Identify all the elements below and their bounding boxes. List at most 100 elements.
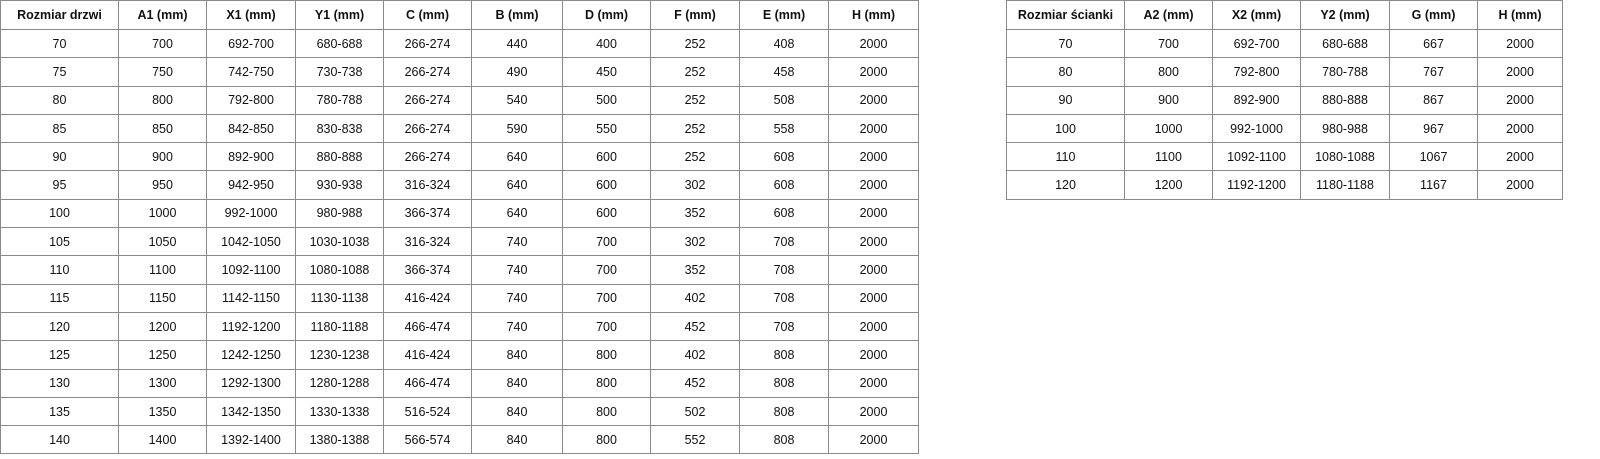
table-cell: 2000 bbox=[1477, 170, 1563, 200]
table-cell: 867 bbox=[1389, 85, 1478, 115]
table-cell: 708 bbox=[739, 283, 829, 313]
table-cell: 95 bbox=[0, 170, 119, 200]
table-cell: 366-374 bbox=[383, 198, 472, 229]
table-cell: 450 bbox=[562, 57, 651, 87]
table-cell: 458 bbox=[739, 57, 829, 87]
table-cell: 1250 bbox=[118, 340, 207, 370]
table-cell: 516-524 bbox=[383, 396, 472, 427]
table-cell: 1000 bbox=[118, 198, 207, 229]
table-cell: 1230-1238 bbox=[295, 340, 384, 370]
table-cell: 840 bbox=[471, 340, 563, 370]
table-body: 70 700 692-700 680-688 266-274 440 400 252 408 20… bbox=[0, 28, 919, 455]
table-cell: 75 bbox=[0, 57, 119, 87]
table-cell: 252 bbox=[650, 57, 740, 87]
table-row: 100 1000 992-1000 980-988 366-374 640 600 352 60… bbox=[0, 198, 919, 229]
table-row: 105 1050 1042-1050 1030-1038 316-324 740 700 30… bbox=[0, 227, 919, 257]
table-cell: 930-938 bbox=[295, 170, 384, 200]
table-cell: 2000 bbox=[828, 198, 919, 229]
table-row: 70 700 692-700 680-688 667 2000 bbox=[1006, 28, 1563, 59]
table-cell: 800 bbox=[118, 85, 207, 115]
table-cell: 980-988 bbox=[1300, 113, 1390, 144]
table-cell: 402 bbox=[650, 340, 740, 370]
table-cell: 680-688 bbox=[295, 28, 384, 59]
table-cell: 125 bbox=[0, 340, 119, 370]
table-cell: 416-424 bbox=[383, 283, 472, 313]
table-cell: 808 bbox=[739, 425, 829, 455]
table-cell: 2000 bbox=[1477, 142, 1563, 172]
column-header: A1 (mm) bbox=[118, 0, 207, 30]
column-header: Rozmiar drzwi bbox=[0, 0, 119, 30]
table-cell: 708 bbox=[739, 227, 829, 257]
table-row: 120 1200 1192-1200 1180-1188 466-474 740 700 45… bbox=[0, 311, 919, 342]
table-cell: 800 bbox=[562, 340, 651, 370]
table-cell: 800 bbox=[562, 396, 651, 427]
table-cell: 750 bbox=[118, 57, 207, 87]
table-cell: 1350 bbox=[118, 396, 207, 427]
table-cell: 980-988 bbox=[295, 198, 384, 229]
table-cell: 352 bbox=[650, 198, 740, 229]
table-cell: 800 bbox=[562, 425, 651, 455]
table-cell: 640 bbox=[471, 198, 563, 229]
table-cell: 2000 bbox=[828, 57, 919, 87]
table-cell: 608 bbox=[739, 198, 829, 229]
table-cell: 440 bbox=[471, 28, 563, 59]
table-cell: 600 bbox=[562, 170, 651, 200]
table-cell: 880-888 bbox=[295, 142, 384, 172]
table-cell: 740 bbox=[471, 227, 563, 257]
wall-sizes-table: Rozmiar ścianki A2 (mm) X2 (mm) Y2 (mm) G (m… bbox=[1006, 0, 1563, 200]
table-cell: 266-274 bbox=[383, 113, 472, 144]
table-row: 80 800 792-800 780-788 266-274 540 500 252 508 20… bbox=[0, 85, 919, 115]
table-cell: 740 bbox=[471, 311, 563, 342]
table-cell: 2000 bbox=[828, 255, 919, 285]
table-row: 75 750 742-750 730-738 266-274 490 450 252 458 20… bbox=[0, 57, 919, 87]
table-cell: 558 bbox=[739, 113, 829, 144]
table-cell: 140 bbox=[0, 425, 119, 455]
table-cell: 80 bbox=[1006, 57, 1125, 87]
table-cell: 130 bbox=[0, 368, 119, 398]
table-cell: 105 bbox=[0, 227, 119, 257]
table-cell: 2000 bbox=[828, 283, 919, 313]
table-cell: 452 bbox=[650, 311, 740, 342]
table-cell: 1142-1150 bbox=[206, 283, 296, 313]
table-row: 85 850 842-850 830-838 266-274 590 550 252 558 20… bbox=[0, 113, 919, 144]
table-cell: 1192-1200 bbox=[206, 311, 296, 342]
table-cell: 767 bbox=[1389, 57, 1478, 87]
column-header: H (mm) bbox=[828, 0, 919, 30]
table-cell: 1042-1050 bbox=[206, 227, 296, 257]
table-cell: 500 bbox=[562, 85, 651, 115]
table-cell: 252 bbox=[650, 28, 740, 59]
table-cell: 700 bbox=[562, 255, 651, 285]
table-cell: 892-900 bbox=[206, 142, 296, 172]
table-cell: 780-788 bbox=[295, 85, 384, 115]
table-cell: 1400 bbox=[118, 425, 207, 455]
table-cell: 830-838 bbox=[295, 113, 384, 144]
table-cell: 700 bbox=[562, 283, 651, 313]
table-cell: 352 bbox=[650, 255, 740, 285]
table-cell: 100 bbox=[0, 198, 119, 229]
table-cell: 1392-1400 bbox=[206, 425, 296, 455]
table-cell: 740 bbox=[471, 255, 563, 285]
column-header: C (mm) bbox=[383, 0, 472, 30]
table-cell: 792-800 bbox=[1212, 57, 1301, 87]
table-cell: 408 bbox=[739, 28, 829, 59]
table-cell: 540 bbox=[471, 85, 563, 115]
table-cell: 80 bbox=[0, 85, 119, 115]
table-cell: 590 bbox=[471, 113, 563, 144]
table-cell: 1092-1100 bbox=[1212, 142, 1301, 172]
table-cell: 452 bbox=[650, 368, 740, 398]
table-cell: 2000 bbox=[828, 311, 919, 342]
table-cell: 120 bbox=[1006, 170, 1125, 200]
column-header: D (mm) bbox=[562, 0, 651, 30]
table-row: 80 800 792-800 780-788 767 2000 bbox=[1006, 57, 1563, 87]
table-row: 95 950 942-950 930-938 316-324 640 600 302 608 20… bbox=[0, 170, 919, 200]
table-cell: 808 bbox=[739, 368, 829, 398]
column-header: H (mm) bbox=[1477, 0, 1563, 30]
table-row: 130 1300 1292-1300 1280-1288 466-474 840 800 45… bbox=[0, 368, 919, 398]
table-cell: 640 bbox=[471, 142, 563, 172]
table-cell: 942-950 bbox=[206, 170, 296, 200]
table-cell: 110 bbox=[0, 255, 119, 285]
table-cell: 1100 bbox=[1124, 142, 1213, 172]
table-cell: 1180-1188 bbox=[295, 311, 384, 342]
table-cell: 2000 bbox=[1477, 113, 1563, 144]
table-cell: 316-324 bbox=[383, 227, 472, 257]
